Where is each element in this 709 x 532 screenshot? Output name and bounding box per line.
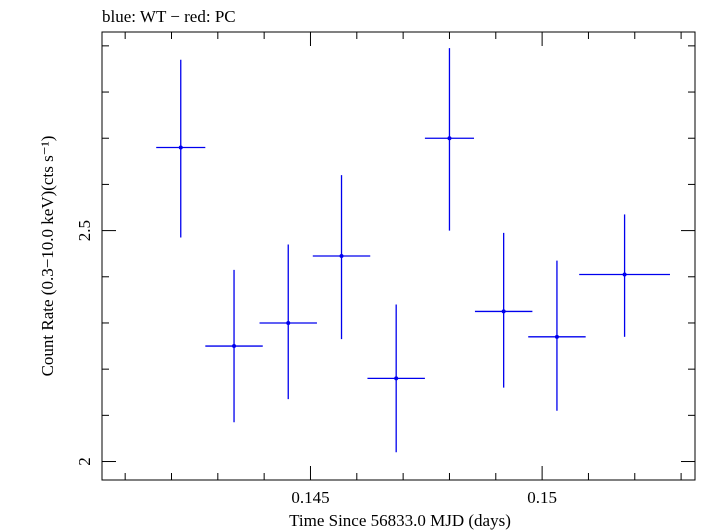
data-marker (394, 376, 399, 381)
data-point (579, 214, 670, 337)
data-point (528, 260, 586, 411)
data-marker (339, 254, 344, 258)
data-point (312, 175, 371, 340)
data-marker (232, 344, 237, 349)
y-tick-label: 2.5 (75, 220, 94, 241)
axes: 0.145 0.15 2 2.5 (75, 32, 695, 507)
data-point (259, 244, 317, 400)
data-point (367, 304, 425, 453)
data-point (205, 269, 263, 423)
plot-frame (101, 31, 696, 481)
data-marker (501, 309, 506, 314)
data-point (156, 59, 206, 238)
data-marker (554, 334, 559, 339)
data-point (474, 232, 533, 388)
data-marker (178, 145, 183, 150)
data-points (156, 48, 670, 453)
y-axis-label: Count Rate (0.3−10.0 keV)(cts s⁻¹) (38, 136, 57, 377)
x-tick-label: 0.15 (527, 488, 557, 507)
data-marker (622, 272, 627, 277)
x-tick-label: 0.145 (291, 488, 329, 507)
data-point (424, 48, 475, 231)
x-axis-label: Time Since 56833.0 MJD (days) (289, 511, 511, 530)
y-tick-label: 2 (75, 457, 94, 466)
data-marker (286, 320, 291, 325)
chart-title: blue: WT − red: PC (102, 7, 236, 26)
data-marker (447, 136, 452, 141)
